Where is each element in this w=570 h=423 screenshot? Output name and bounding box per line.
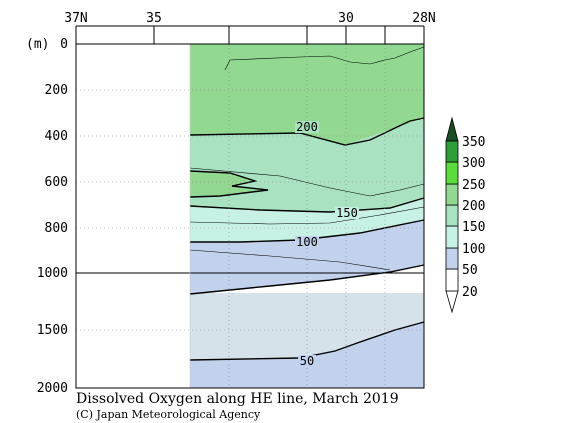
colorbar-top-arrow bbox=[445, 116, 459, 142]
contour-label-100: 100 bbox=[296, 235, 318, 249]
y-tick-label: 2000 bbox=[37, 381, 68, 396]
x-tick-label: 37N bbox=[64, 11, 87, 26]
band-200-250 bbox=[190, 44, 424, 145]
chart-credit: (C) Japan Meteorological Agency bbox=[76, 408, 261, 421]
colorbar-label: 350 bbox=[462, 135, 485, 150]
x-tick-label: 28N bbox=[412, 11, 435, 26]
contour-labels: 200 150 100 50 bbox=[295, 120, 359, 368]
colorbar-box-300-350 bbox=[445, 140, 459, 163]
contour-50-upper bbox=[189, 264, 425, 295]
contour-lines bbox=[189, 46, 425, 361]
contour-label-50: 50 bbox=[300, 354, 314, 368]
colorbar-label: 150 bbox=[462, 220, 485, 235]
y-tick-label: 0 bbox=[60, 37, 68, 52]
contour-label-200: 200 bbox=[296, 120, 318, 134]
y-axis-unit: (m) bbox=[26, 37, 49, 52]
colorbar-box-50-100 bbox=[445, 247, 459, 270]
colorbar-label: 200 bbox=[462, 199, 485, 214]
plot-frame bbox=[75, 43, 425, 389]
colorbar-label: 100 bbox=[462, 242, 485, 257]
x-tick-35: 35 bbox=[146, 11, 162, 44]
colorbar-label: 50 bbox=[462, 263, 478, 278]
y-tick-label: 400 bbox=[45, 129, 68, 144]
band-20-50-deep-bottom bbox=[190, 322, 424, 388]
colorbar-bottom-arrow bbox=[445, 290, 459, 314]
contour-thin-225 bbox=[224, 46, 425, 71]
y-tick-label: 1500 bbox=[37, 323, 68, 338]
colorbar-label: 250 bbox=[462, 178, 485, 193]
colorbar-box-250-300 bbox=[445, 161, 459, 185]
y-axis: (m) 0 200 400 600 800 1000 1500 2000 bbox=[26, 37, 68, 396]
x-tick-37: 37N bbox=[64, 11, 88, 44]
contour-label-150: 150 bbox=[336, 206, 358, 220]
x-tick-30: 30 bbox=[338, 11, 354, 44]
x-tick-28: 28N bbox=[412, 11, 436, 44]
contour-200-lower bbox=[189, 170, 269, 198]
colorbar-box-100-150 bbox=[445, 225, 459, 249]
chart-title: Dissolved Oxygen along HE line, March 20… bbox=[76, 391, 399, 407]
contour-50-lower bbox=[189, 321, 425, 361]
colorbar: 20 50 100 150 200 250 300 350 bbox=[445, 116, 485, 314]
x-axis: 37N 35 30 28N bbox=[64, 11, 436, 44]
x-tick-label: 30 bbox=[338, 11, 354, 26]
contour-thin-175 bbox=[189, 167, 425, 197]
colorbar-box-200-250 bbox=[445, 183, 459, 206]
y-tick-label: 1000 bbox=[37, 266, 68, 281]
x-tick-label: 35 bbox=[146, 11, 162, 26]
contour-thin-75 bbox=[189, 249, 391, 271]
y-tick-label: 600 bbox=[45, 175, 68, 190]
colorbar-label: 20 bbox=[462, 285, 478, 300]
y-tick-label: 200 bbox=[45, 83, 68, 98]
y-tick-label: 800 bbox=[45, 221, 68, 236]
contour-150 bbox=[189, 197, 425, 213]
contour-thin-125 bbox=[189, 206, 425, 225]
colorbar-box-150-200 bbox=[445, 204, 459, 227]
colorbar-label: 300 bbox=[462, 156, 485, 171]
colorbar-box-20-50 bbox=[445, 268, 459, 292]
